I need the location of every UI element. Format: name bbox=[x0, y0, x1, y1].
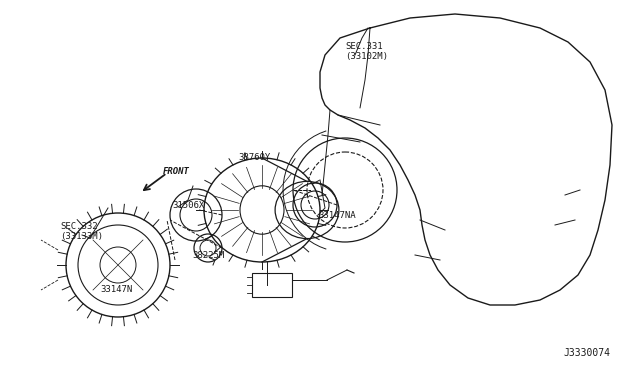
Text: 3B760Y: 3B760Y bbox=[238, 154, 270, 163]
Text: SEC.332
(33133M): SEC.332 (33133M) bbox=[60, 222, 103, 241]
Text: 31506X: 31506X bbox=[172, 201, 204, 209]
Text: 38225M: 38225M bbox=[192, 251, 224, 260]
Text: J3330074: J3330074 bbox=[563, 348, 610, 358]
Text: 33147N: 33147N bbox=[100, 285, 132, 295]
Text: 33147NA: 33147NA bbox=[318, 211, 356, 219]
Text: FRONT: FRONT bbox=[163, 167, 190, 176]
Text: SEC.331
(33102M): SEC.331 (33102M) bbox=[345, 42, 388, 61]
